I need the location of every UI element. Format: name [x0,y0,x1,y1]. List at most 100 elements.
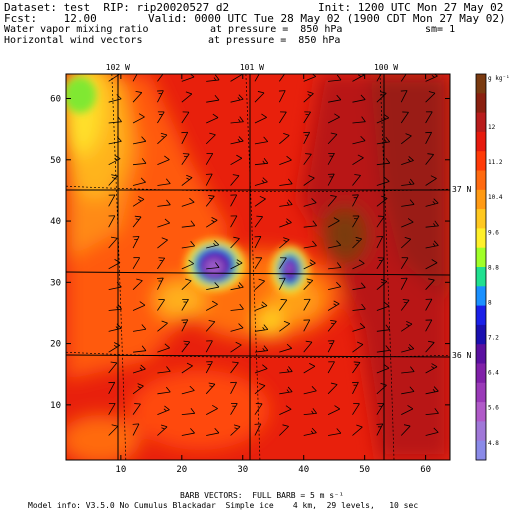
y-tick-label: 30 [50,278,61,288]
wind-barb [254,383,266,395]
wind-barb [157,132,168,145]
wind-barb [254,215,263,228]
wind-barb [181,259,194,270]
wind-barb [400,111,409,124]
wind-barb [327,113,340,124]
latitude-label: 36 N [452,351,471,360]
wind-barb [352,94,366,103]
colorbar-tick-label: 12 [488,124,496,131]
wind-barb [303,340,313,353]
wind-barb [132,278,143,290]
wind-barb [401,199,415,207]
colorbar-swatch [476,93,486,114]
colorbar-swatch [476,382,486,403]
wind-barb [352,215,360,228]
wind-barb [376,136,391,145]
wind-barb [376,257,385,270]
wind-barb [132,196,145,207]
colorbar-tick-label: 8.8 [488,264,499,271]
wind-barb [157,74,164,82]
wind-barb [303,240,317,249]
wind-barb [425,111,433,124]
colorbar-unit-label: g kg⁻¹ [488,75,510,82]
wind-barb [206,95,220,103]
wind-barb [352,154,364,166]
wind-barb [401,156,414,166]
wind-barb [254,177,268,186]
wind-barb [230,194,238,207]
wind-barb [327,173,335,186]
colorbar-swatch [476,112,486,133]
wind-barb [254,236,262,249]
wind-barb [205,153,214,165]
wind-barb [181,131,189,145]
colorbar-border [475,73,487,461]
wind-barb [278,90,286,103]
colorbar-swatch [476,209,486,229]
colorbar-swatch [476,151,486,171]
wind-barb [327,382,338,395]
wind-barb [205,382,216,395]
wind-barb [254,195,266,207]
wind-barb [425,198,439,207]
wind-barb [278,277,286,290]
wind-barb [401,178,415,186]
model-info: Model info: V3.5.0 No Cumulus Blackadar … [28,501,419,510]
mixing-ratio-field [66,74,450,460]
x-tick-label: 60 [420,465,431,475]
longitude-label: 101 W [240,63,264,72]
wind-barb [132,257,141,270]
wind-barb [132,301,146,311]
wind-barb [401,405,414,416]
wind-barb [303,259,316,270]
wind-barb [425,278,435,290]
wind-barb [254,345,269,353]
wind-barb [352,341,364,353]
wind-barb [352,135,366,145]
wind-barb [425,319,433,332]
wind-barb [352,116,366,124]
wind-barb [303,427,317,436]
x-tick-label: 40 [298,465,309,475]
wind-barb [279,299,288,311]
field2-label: Horizontal wind vectors [4,35,143,46]
wind-barb [157,199,171,207]
wind-barb [327,300,340,311]
wind-barb [181,340,191,353]
wind-barb [327,361,335,374]
wind-barb [132,236,140,249]
wind-barb [157,386,171,395]
wind-barb [279,320,291,332]
wind-barb [352,424,363,436]
wind-barb [108,174,118,186]
wind-barb [205,320,216,332]
wind-barb [181,91,193,103]
y-tick-label: 10 [50,401,61,411]
wind-barb [352,403,360,415]
wind-barb [303,298,311,311]
wind-barb [352,323,366,332]
wind-barb [181,408,196,416]
wind-barb [157,237,168,249]
wind-barb [327,132,338,145]
wind-barb [279,155,292,166]
wind-barb [327,340,335,353]
wind-barb [157,111,165,124]
wind-barb [132,113,145,124]
wind-barb [279,237,290,249]
y-tick-label: 20 [50,340,61,350]
longitude-line [111,73,127,461]
wind-barb [401,321,413,332]
wind-barb [279,405,292,416]
wind-barb [303,153,312,165]
wind-barb [157,366,171,374]
wind-barb [181,174,193,186]
wind-barb [132,90,143,103]
wind-barb [376,91,387,103]
wind-barb [206,240,220,249]
barb-note: BARB VECTORS: FULL BARB = 5 m s⁻¹ [180,491,344,500]
colorbar-swatch [476,305,486,326]
wind-barb [254,158,269,166]
wind-barb [206,404,218,416]
